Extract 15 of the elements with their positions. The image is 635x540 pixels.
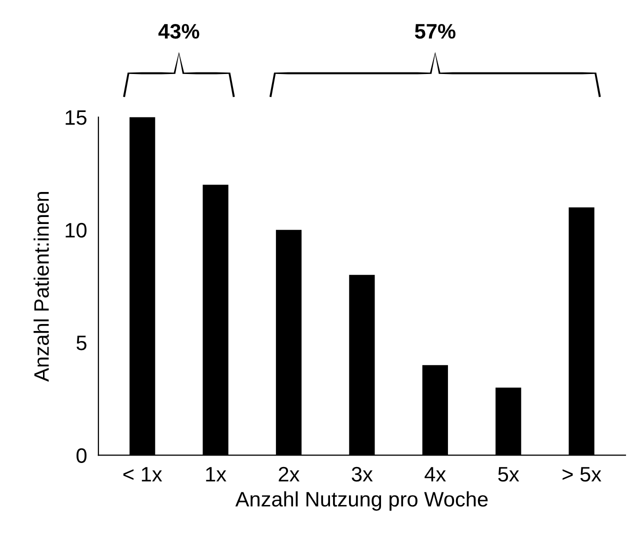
y-tick-label: 5	[76, 336, 86, 350]
x-tick-label: > 5x	[562, 467, 602, 482]
x-tick-label: 1x	[206, 467, 226, 482]
x-tick-label: 5x	[498, 467, 520, 482]
x-axis-title: Anzahl Nutzung pro Woche	[235, 491, 488, 511]
x-tick-label: < 1x	[123, 467, 162, 482]
x-tick-label: 3x	[352, 466, 373, 482]
x-tick-label: 2x	[278, 466, 300, 482]
text: 57%	[414, 24, 456, 39]
y-axis-title: Anzahl Patient:innen	[34, 192, 49, 382]
y-tick-label: 10	[66, 222, 86, 238]
x-tick-label: 4x	[424, 467, 446, 482]
y-tick-label: 15	[66, 110, 86, 125]
text: 43%	[158, 24, 200, 39]
y-tick-label: 0	[76, 448, 86, 463]
